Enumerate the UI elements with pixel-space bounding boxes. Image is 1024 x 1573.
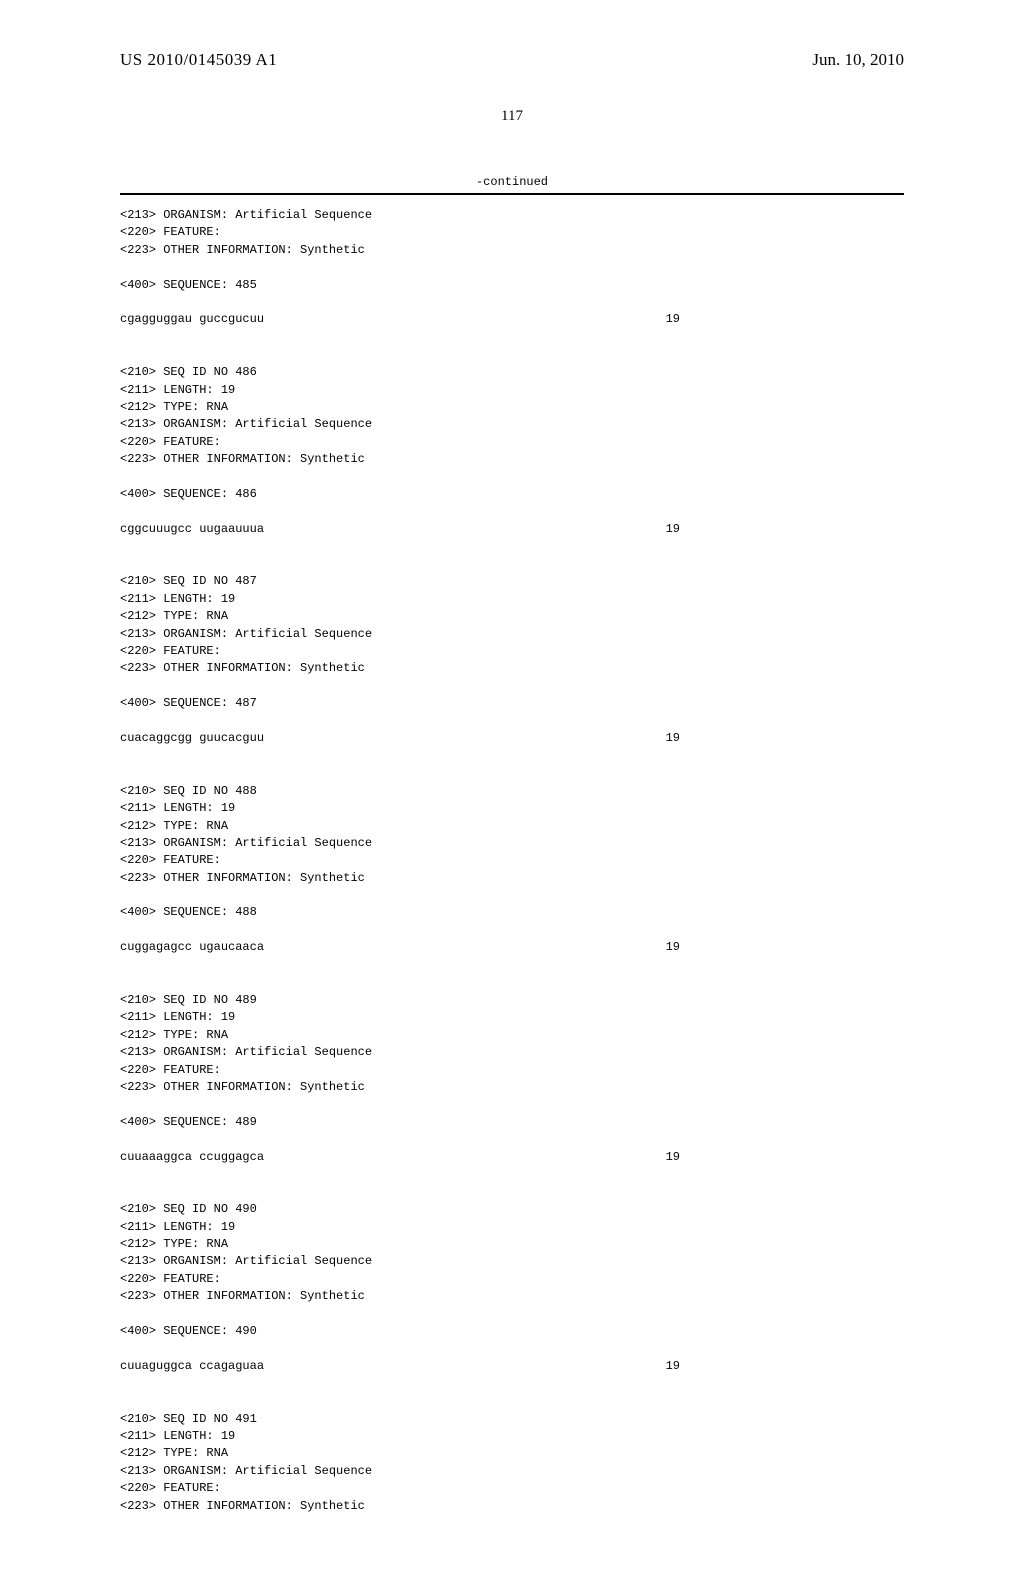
sequence-row: cuacaggcgg guucacguu 19 (120, 730, 680, 747)
sequence-listing: <213> ORGANISM: Artificial Sequence<220>… (120, 207, 904, 1515)
sequence-label-line: <400> SEQUENCE: 488 (120, 904, 904, 921)
sequence-header-line: <210> SEQ ID NO 489 (120, 992, 904, 1009)
sequence-length: 19 (666, 730, 680, 747)
sequence-text: cuggagagcc ugaucaaca (120, 939, 264, 956)
sequence-header-line: <213> ORGANISM: Artificial Sequence (120, 1044, 904, 1061)
blank-line (120, 294, 904, 311)
sequence-text: cggcuuugcc uugaauuua (120, 521, 264, 538)
sequence-text: cgagguggau guccgucuu (120, 311, 264, 328)
sequence-block: <210> SEQ ID NO 489<211> LENGTH: 19<212>… (120, 992, 904, 1183)
sequence-header-line: <213> ORGANISM: Artificial Sequence (120, 1463, 904, 1480)
sequence-row: cuuaaaggca ccuggagca 19 (120, 1149, 680, 1166)
sequence-header-line: <220> FEATURE: (120, 1062, 904, 1079)
sequence-block: <210> SEQ ID NO 491<211> LENGTH: 19<212>… (120, 1411, 904, 1515)
sequence-label-line: <400> SEQUENCE: 486 (120, 486, 904, 503)
sequence-header-line: <220> FEATURE: (120, 1480, 904, 1497)
sequence-header-line: <211> LENGTH: 19 (120, 1009, 904, 1026)
sequence-label-line: <400> SEQUENCE: 490 (120, 1323, 904, 1340)
sequence-length: 19 (666, 311, 680, 328)
sequence-header-line: <210> SEQ ID NO 491 (120, 1411, 904, 1428)
blank-line (120, 713, 904, 730)
sequence-header-line: <220> FEATURE: (120, 643, 904, 660)
blank-line (120, 503, 904, 520)
sequence-header-line: <213> ORGANISM: Artificial Sequence (120, 207, 904, 224)
sequence-header-line: <212> TYPE: RNA (120, 1236, 904, 1253)
sequence-length: 19 (666, 521, 680, 538)
sequence-header-line: <223> OTHER INFORMATION: Synthetic (120, 1288, 904, 1305)
sequence-header-line: <210> SEQ ID NO 486 (120, 364, 904, 381)
blank-line (120, 922, 904, 939)
blank-line (120, 468, 904, 485)
sequence-header-line: <220> FEATURE: (120, 434, 904, 451)
sequence-block: <213> ORGANISM: Artificial Sequence<220>… (120, 207, 904, 346)
sequence-header-line: <220> FEATURE: (120, 224, 904, 241)
sequence-label-line: <400> SEQUENCE: 487 (120, 695, 904, 712)
blank-line (120, 538, 904, 555)
sequence-header-line: <223> OTHER INFORMATION: Synthetic (120, 1079, 904, 1096)
sequence-row: cuuaguggca ccagaguaa 19 (120, 1358, 680, 1375)
sequence-label-line: <400> SEQUENCE: 485 (120, 277, 904, 294)
sequence-header-line: <210> SEQ ID NO 488 (120, 783, 904, 800)
sequence-block: <210> SEQ ID NO 486<211> LENGTH: 19<212>… (120, 364, 904, 555)
sequence-header-line: <213> ORGANISM: Artificial Sequence (120, 835, 904, 852)
blank-line (120, 1096, 904, 1113)
sequence-header-line: <212> TYPE: RNA (120, 399, 904, 416)
sequence-header-line: <223> OTHER INFORMATION: Synthetic (120, 660, 904, 677)
sequence-header-line: <213> ORGANISM: Artificial Sequence (120, 1253, 904, 1270)
sequence-header-line: <212> TYPE: RNA (120, 1027, 904, 1044)
continued-label: -continued (120, 175, 904, 189)
sequence-row: cggcuuugcc uugaauuua 19 (120, 521, 680, 538)
sequence-header-line: <220> FEATURE: (120, 852, 904, 869)
sequence-text: cuacaggcgg guucacguu (120, 730, 264, 747)
sequence-row: cgagguggau guccgucuu 19 (120, 311, 680, 328)
blank-line (120, 1306, 904, 1323)
page-header: US 2010/0145039 A1 Jun. 10, 2010 (120, 50, 904, 70)
blank-line (120, 259, 904, 276)
blank-line (120, 329, 904, 346)
blank-line (120, 1131, 904, 1148)
blank-line (120, 747, 904, 764)
blank-line (120, 678, 904, 695)
sequence-length: 19 (666, 939, 680, 956)
sequence-header-line: <211> LENGTH: 19 (120, 591, 904, 608)
sequence-header-line: <223> OTHER INFORMATION: Synthetic (120, 242, 904, 259)
publication-date: Jun. 10, 2010 (812, 50, 904, 70)
blank-line (120, 887, 904, 904)
sequence-header-line: <212> TYPE: RNA (120, 818, 904, 835)
sequence-text: cuuaaaggca ccuggagca (120, 1149, 264, 1166)
blank-line (120, 957, 904, 974)
sequence-header-line: <213> ORGANISM: Artificial Sequence (120, 416, 904, 433)
sequence-block: <210> SEQ ID NO 490<211> LENGTH: 19<212>… (120, 1201, 904, 1392)
sequence-header-line: <223> OTHER INFORMATION: Synthetic (120, 870, 904, 887)
patent-page: US 2010/0145039 A1 Jun. 10, 2010 117 -co… (0, 0, 1024, 1573)
sequence-header-line: <213> ORGANISM: Artificial Sequence (120, 626, 904, 643)
sequence-label-line: <400> SEQUENCE: 489 (120, 1114, 904, 1131)
sequence-block: <210> SEQ ID NO 487<211> LENGTH: 19<212>… (120, 573, 904, 764)
page-number: 117 (120, 108, 904, 125)
sequence-length: 19 (666, 1149, 680, 1166)
publication-number: US 2010/0145039 A1 (120, 50, 277, 70)
sequence-header-line: <223> OTHER INFORMATION: Synthetic (120, 1498, 904, 1515)
sequence-length: 19 (666, 1358, 680, 1375)
blank-line (120, 1166, 904, 1183)
sequence-header-line: <211> LENGTH: 19 (120, 1428, 904, 1445)
sequence-row: cuggagagcc ugaucaaca 19 (120, 939, 680, 956)
sequence-header-line: <211> LENGTH: 19 (120, 382, 904, 399)
sequence-header-line: <211> LENGTH: 19 (120, 1219, 904, 1236)
sequence-header-line: <211> LENGTH: 19 (120, 800, 904, 817)
rule-top (120, 193, 904, 195)
sequence-header-line: <212> TYPE: RNA (120, 1445, 904, 1462)
sequence-header-line: <210> SEQ ID NO 490 (120, 1201, 904, 1218)
sequence-header-line: <212> TYPE: RNA (120, 608, 904, 625)
sequence-text: cuuaguggca ccagaguaa (120, 1358, 264, 1375)
sequence-block: <210> SEQ ID NO 488<211> LENGTH: 19<212>… (120, 783, 904, 974)
sequence-header-line: <210> SEQ ID NO 487 (120, 573, 904, 590)
blank-line (120, 1340, 904, 1357)
sequence-header-line: <223> OTHER INFORMATION: Synthetic (120, 451, 904, 468)
sequence-header-line: <220> FEATURE: (120, 1271, 904, 1288)
blank-line (120, 1375, 904, 1392)
